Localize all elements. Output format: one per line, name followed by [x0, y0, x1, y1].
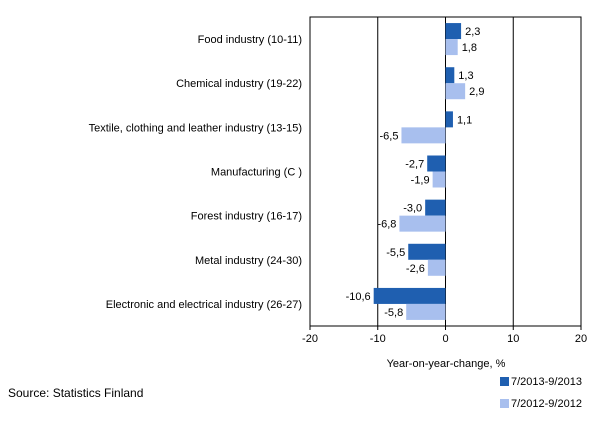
bar-value-label: 1,8 [462, 42, 477, 54]
x-axis-label: Year-on-year-change, % [387, 358, 506, 370]
x-tick-label: -10 [370, 333, 386, 345]
x-tick-label: 0 [442, 333, 448, 345]
bar [408, 244, 445, 260]
bar [406, 304, 445, 320]
bar [446, 83, 466, 99]
bar-value-label: -5,5 [386, 247, 405, 259]
bar-value-label: -2,6 [406, 263, 425, 275]
bar-value-label: 2,3 [465, 26, 480, 38]
source-note: Source: Statistics Finland [8, 386, 143, 400]
legend-label: 7/2013-9/2013 [511, 376, 582, 388]
category-label: Chemical industry (19-22) [176, 78, 302, 90]
bar-value-label: 1,1 [457, 114, 472, 126]
bar-value-label: -6,8 [377, 219, 396, 231]
bar-value-label: 2,9 [469, 86, 484, 98]
category-label: Forest industry (16-17) [191, 211, 302, 223]
x-tick-label: -20 [302, 333, 318, 345]
bar-value-label: -10,6 [346, 291, 371, 303]
x-tick-label: 20 [575, 333, 587, 345]
legend: 7/2013-9/2013 7/2012-9/2012 [500, 376, 582, 410]
x-tick-label: 10 [507, 333, 519, 345]
category-label: Electronic and electrical industry (26-2… [106, 299, 302, 311]
bar [446, 23, 462, 39]
legend-swatch [500, 377, 509, 386]
bar [427, 156, 445, 172]
bar-value-label: -1,9 [411, 175, 430, 187]
bar [399, 216, 445, 232]
bar [433, 172, 446, 188]
bar [446, 111, 453, 127]
bar-value-label: -2,7 [405, 159, 424, 171]
bar [446, 39, 458, 55]
bar [425, 200, 445, 216]
legend-label: 7/2012-9/2012 [511, 398, 582, 410]
category-label: Manufacturing (C ) [211, 167, 302, 179]
bar-value-label: -6,5 [379, 130, 398, 142]
bar [446, 67, 455, 83]
bar [374, 288, 446, 304]
bar-value-label: -5,8 [384, 307, 403, 319]
legend-swatch [500, 399, 509, 408]
bar-value-label: 1,3 [458, 70, 473, 82]
bar [401, 127, 445, 143]
category-label: Textile, clothing and leather industry (… [89, 122, 302, 134]
bar-value-label: -3,0 [403, 203, 422, 215]
bar [428, 260, 446, 276]
category-label: Food industry (10-11) [198, 34, 302, 46]
category-label: Metal industry (24-30) [195, 255, 302, 267]
